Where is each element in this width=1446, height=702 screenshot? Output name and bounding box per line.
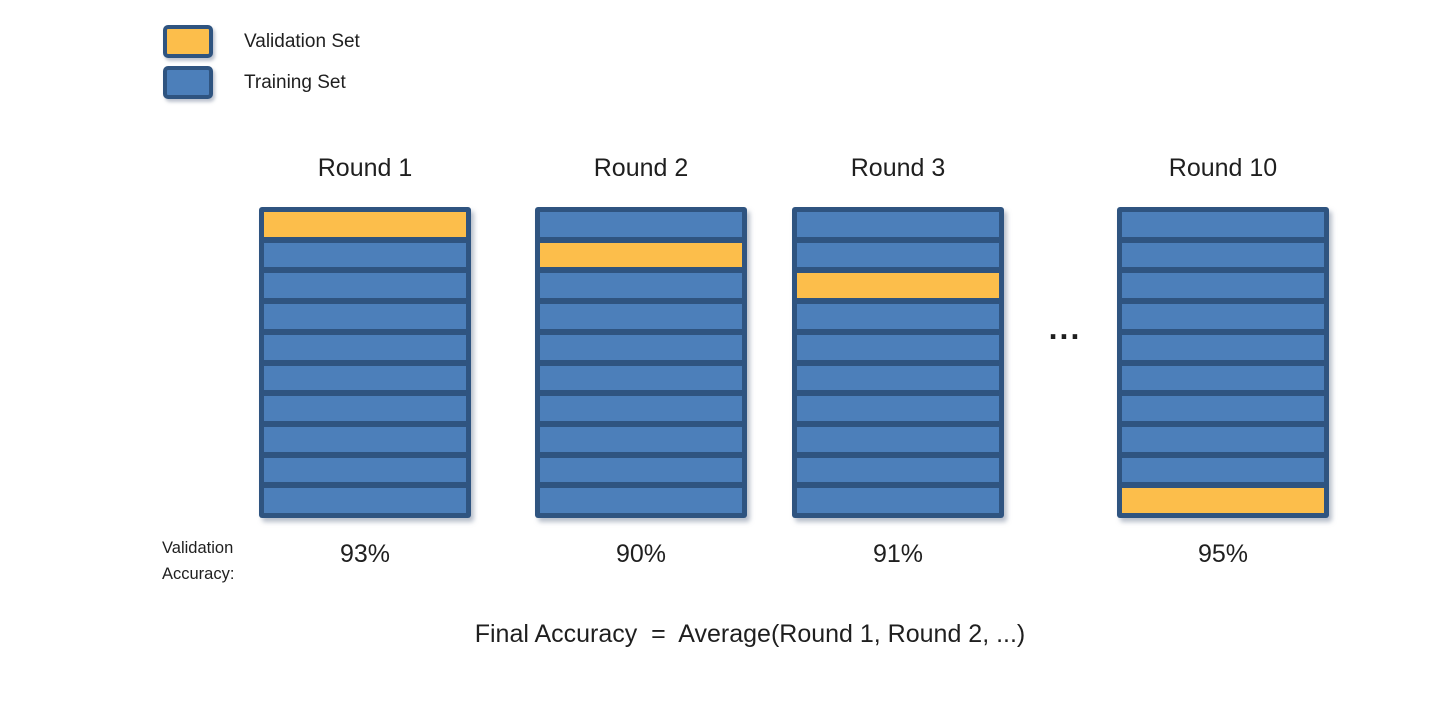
training-fold-cell [540, 212, 742, 237]
training-fold-cell [540, 273, 742, 299]
training-fold-cell [540, 457, 742, 483]
training-set-swatch [163, 66, 213, 99]
round-3-accuracy: 91% [872, 540, 924, 568]
round-1-title: Round 1 [317, 154, 413, 182]
training-fold-cell [264, 304, 466, 329]
legend-row-validation: Validation Set [163, 25, 360, 58]
training-fold-cell [540, 488, 742, 514]
training-fold-cell [264, 242, 466, 268]
training-fold-cell [797, 488, 999, 514]
validation-fold-cell [264, 212, 466, 237]
round-2-column: Round 2 90% [535, 150, 747, 572]
training-fold-cell [797, 457, 999, 483]
validation-set-label: Validation Set [244, 31, 360, 52]
round-10-accuracy: 95% [1197, 540, 1249, 568]
training-fold-cell [540, 334, 742, 360]
training-fold-cell [264, 488, 466, 514]
rounds-ellipsis: ... [1048, 310, 1082, 346]
training-fold-cell [1122, 365, 1324, 391]
training-fold-cell [1122, 273, 1324, 299]
training-fold-cell [264, 457, 466, 483]
final-accuracy-formula: Final Accuracy = Average(Round 1, Round … [474, 620, 1026, 648]
training-fold-cell [797, 334, 999, 360]
training-fold-cell [797, 426, 999, 452]
validation-set-swatch [163, 25, 213, 58]
training-fold-cell [1122, 304, 1324, 329]
training-fold-cell [264, 426, 466, 452]
legend: Validation Set Training Set [163, 25, 360, 107]
training-set-label: Training Set [244, 72, 346, 93]
training-fold-cell [1122, 212, 1324, 237]
training-fold-cell [1122, 334, 1324, 360]
training-fold-cell [264, 396, 466, 421]
validation-accuracy-caption: Validation Accuracy: [162, 539, 235, 583]
training-fold-cell [1122, 426, 1324, 452]
training-fold-cell [264, 334, 466, 360]
training-fold-cell [797, 365, 999, 391]
training-fold-cell [1122, 396, 1324, 421]
round-10-column: Round 10 95% [1117, 150, 1329, 572]
training-fold-cell [1122, 457, 1324, 483]
round-10-title: Round 10 [1168, 154, 1278, 182]
training-fold-cell [264, 365, 466, 391]
validation-fold-cell [797, 273, 999, 299]
round-3-title: Round 3 [850, 154, 946, 182]
training-fold-cell [540, 304, 742, 329]
validation-fold-cell [1122, 488, 1324, 514]
round-3-column: Round 3 91% [792, 150, 1004, 572]
legend-row-training: Training Set [163, 66, 360, 99]
training-fold-cell [540, 426, 742, 452]
round-1-fold-stack [259, 207, 471, 518]
round-10-fold-stack [1117, 207, 1329, 518]
round-2-title: Round 2 [593, 154, 689, 182]
validation-fold-cell [540, 242, 742, 268]
training-fold-cell [797, 304, 999, 329]
training-fold-cell [540, 365, 742, 391]
round-1-column: Round 1 93% [259, 150, 471, 572]
training-fold-cell [540, 396, 742, 421]
training-fold-cell [797, 212, 999, 237]
training-fold-cell [797, 396, 999, 421]
round-2-accuracy: 90% [615, 540, 667, 568]
training-fold-cell [797, 242, 999, 268]
round-3-fold-stack [792, 207, 1004, 518]
round-1-accuracy: 93% [339, 540, 391, 568]
training-fold-cell [264, 273, 466, 299]
round-2-fold-stack [535, 207, 747, 518]
training-fold-cell [1122, 242, 1324, 268]
